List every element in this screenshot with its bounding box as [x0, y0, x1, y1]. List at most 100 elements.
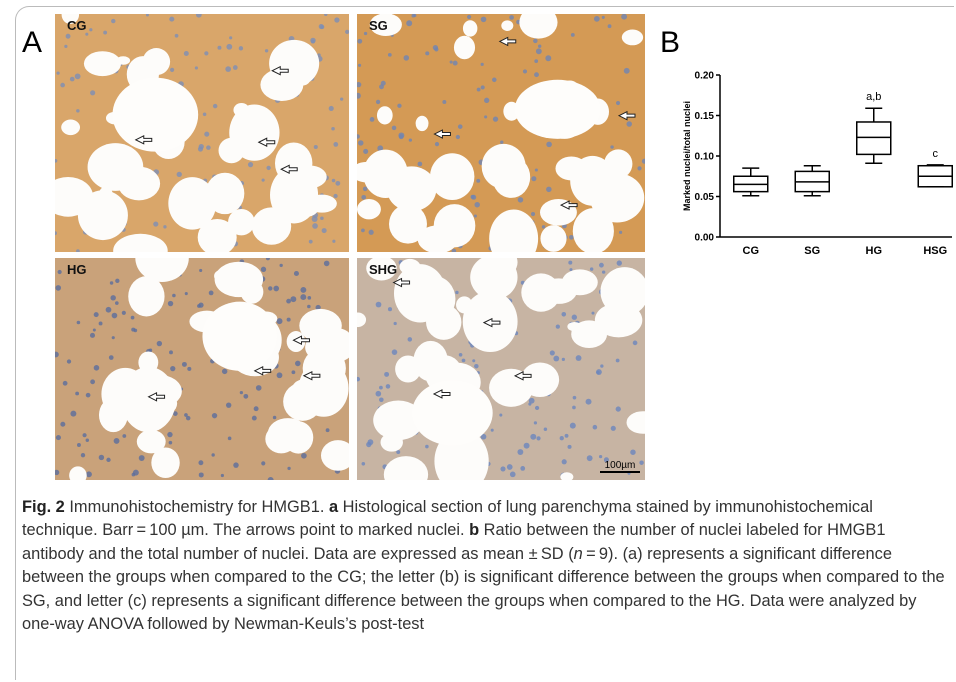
nucleus — [375, 99, 381, 105]
x-tick-label: HSG — [923, 245, 947, 257]
nucleus — [517, 449, 524, 455]
alveolus — [376, 106, 393, 125]
alveolus — [501, 20, 514, 31]
annotation: c — [933, 148, 939, 160]
nucleus — [315, 304, 321, 311]
nucleus — [169, 67, 175, 72]
alveolus — [389, 204, 427, 244]
nucleus — [122, 434, 127, 438]
nucleus — [148, 348, 153, 352]
alveolus — [594, 302, 643, 338]
nucleus — [225, 402, 232, 408]
panel-label: A — [22, 26, 42, 59]
nucleus — [208, 290, 214, 296]
nucleus — [623, 67, 630, 74]
panel-label: B — [660, 26, 680, 59]
nucleus — [89, 332, 96, 338]
arrow — [280, 164, 298, 175]
alveolus — [202, 301, 277, 371]
alveolus — [197, 218, 237, 252]
nucleus — [211, 453, 215, 457]
nucleus — [363, 31, 368, 36]
nucleus — [615, 100, 621, 106]
nucleus — [398, 134, 404, 140]
nucleus — [598, 454, 603, 459]
nucleus — [90, 90, 96, 96]
nucleus — [599, 262, 604, 268]
arrow — [134, 135, 153, 145]
nucleus — [413, 14, 417, 18]
arrow — [513, 371, 532, 381]
nucleus — [76, 320, 81, 325]
alveolus — [626, 411, 645, 434]
nucleus — [417, 161, 423, 167]
figure-frame — [15, 6, 954, 680]
nucleus — [357, 81, 362, 88]
nucleus — [221, 368, 228, 375]
x-tick-label: SG — [804, 245, 820, 257]
arrow — [257, 137, 276, 148]
nucleus — [169, 350, 173, 355]
nucleus — [90, 379, 96, 385]
alveolus — [61, 14, 80, 25]
micrograph: SHG — [357, 258, 645, 480]
nucleus — [569, 422, 576, 429]
nucleus — [333, 142, 339, 147]
nucleus — [197, 304, 201, 308]
alveolus — [570, 155, 615, 206]
nucleus — [93, 312, 99, 318]
nucleus — [509, 15, 514, 20]
nucleus — [375, 390, 382, 397]
arrow — [271, 65, 289, 76]
nucleus — [55, 285, 62, 291]
nucleus — [211, 412, 218, 419]
nucleus — [561, 459, 567, 465]
nucleus — [397, 103, 402, 108]
nucleus — [169, 16, 175, 22]
caption-text: Ratio between the number of nuclei label… — [22, 521, 886, 563]
nucleus — [272, 415, 277, 420]
micrograph-content — [357, 258, 645, 480]
nucleus — [287, 466, 291, 471]
alveolus — [293, 72, 311, 86]
nucleus — [610, 145, 614, 149]
nucleus — [600, 364, 604, 368]
nucleus — [480, 85, 485, 90]
alveolus — [357, 199, 381, 220]
nucleus — [291, 370, 296, 375]
nucleus — [55, 158, 58, 163]
nucleus — [603, 457, 609, 463]
nucleus — [293, 270, 299, 277]
nucleus — [92, 328, 96, 332]
nucleus — [564, 433, 569, 438]
nucleus — [406, 20, 413, 27]
scale-bar-label: 100µm — [605, 460, 636, 471]
nucleus — [380, 80, 386, 86]
nucleus — [480, 16, 487, 23]
arrow — [253, 366, 272, 376]
micrograph: SG — [357, 14, 645, 252]
nucleus — [615, 406, 621, 412]
nucleus — [473, 214, 477, 218]
nucleus — [185, 415, 191, 421]
nucleus — [265, 258, 270, 261]
y-tick-label: 0.15 — [695, 111, 715, 122]
nucleus — [273, 285, 280, 292]
nucleus — [266, 165, 271, 171]
nucleus — [387, 307, 393, 312]
nucleus — [111, 336, 115, 340]
alveolus — [519, 14, 558, 39]
nucleus — [295, 360, 301, 367]
alveolus — [561, 269, 598, 296]
arrow — [433, 129, 451, 139]
nucleus — [484, 115, 488, 119]
nucleus — [520, 466, 526, 471]
nucleus — [85, 392, 91, 398]
alveolus — [366, 258, 397, 281]
alveolus — [260, 68, 304, 101]
alveolus — [386, 166, 437, 212]
nucleus — [361, 228, 365, 233]
nucleus — [75, 391, 80, 396]
nucleus — [461, 358, 466, 363]
